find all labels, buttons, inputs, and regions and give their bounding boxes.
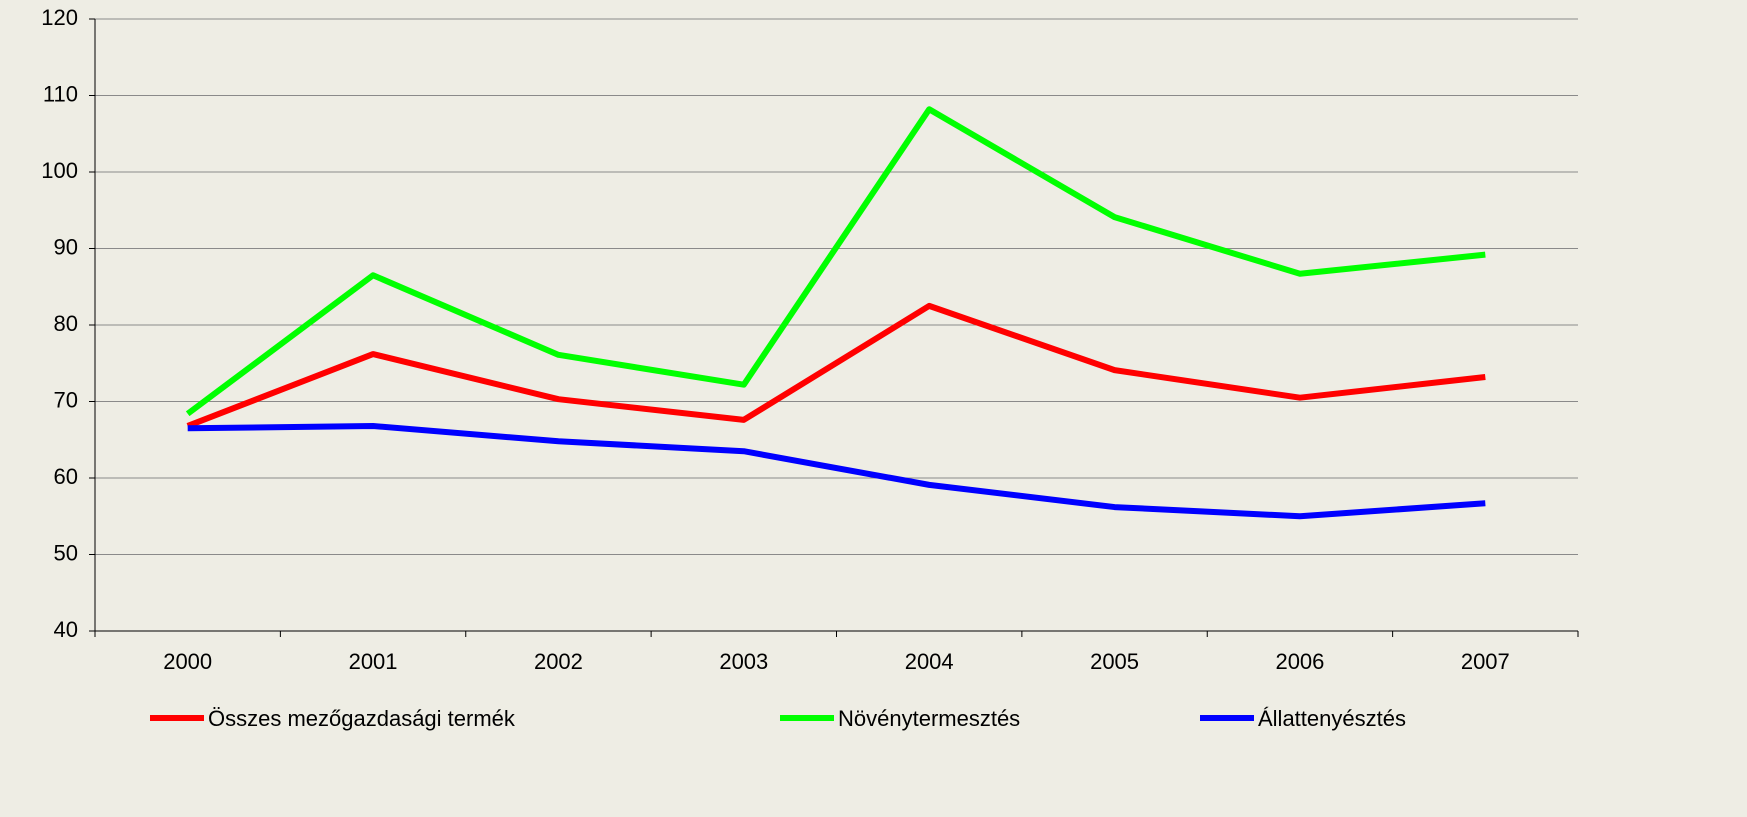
series-line (185, 106, 1486, 417)
series-line (187, 422, 1486, 520)
legend-label: Növénytermesztés (838, 706, 1020, 731)
x-tick-label: 2005 (1090, 649, 1139, 674)
y-tick-label: 110 (43, 81, 78, 106)
x-tick-label: 2002 (534, 649, 583, 674)
y-tick-label: 90 (54, 234, 78, 259)
y-tick-label: 70 (54, 387, 78, 412)
legend-label: Állattenyésztés (1258, 706, 1406, 731)
x-tick-label: 2003 (719, 649, 768, 674)
legend-label: Összes mezőgazdasági termék (208, 706, 516, 731)
y-tick-label: 40 (54, 617, 78, 642)
x-tick-label: 2001 (349, 649, 398, 674)
y-tick-label: 50 (54, 540, 78, 565)
series-line (186, 302, 1486, 429)
x-tick-label: 2007 (1461, 649, 1510, 674)
x-tick-label: 2006 (1275, 649, 1324, 674)
x-tick-label: 2000 (163, 649, 212, 674)
x-tick-label: 2004 (905, 649, 954, 674)
y-tick-label: 120 (41, 5, 78, 30)
y-tick-label: 80 (54, 311, 78, 336)
y-tick-label: 100 (41, 158, 78, 183)
y-tick-label: 60 (54, 464, 78, 489)
